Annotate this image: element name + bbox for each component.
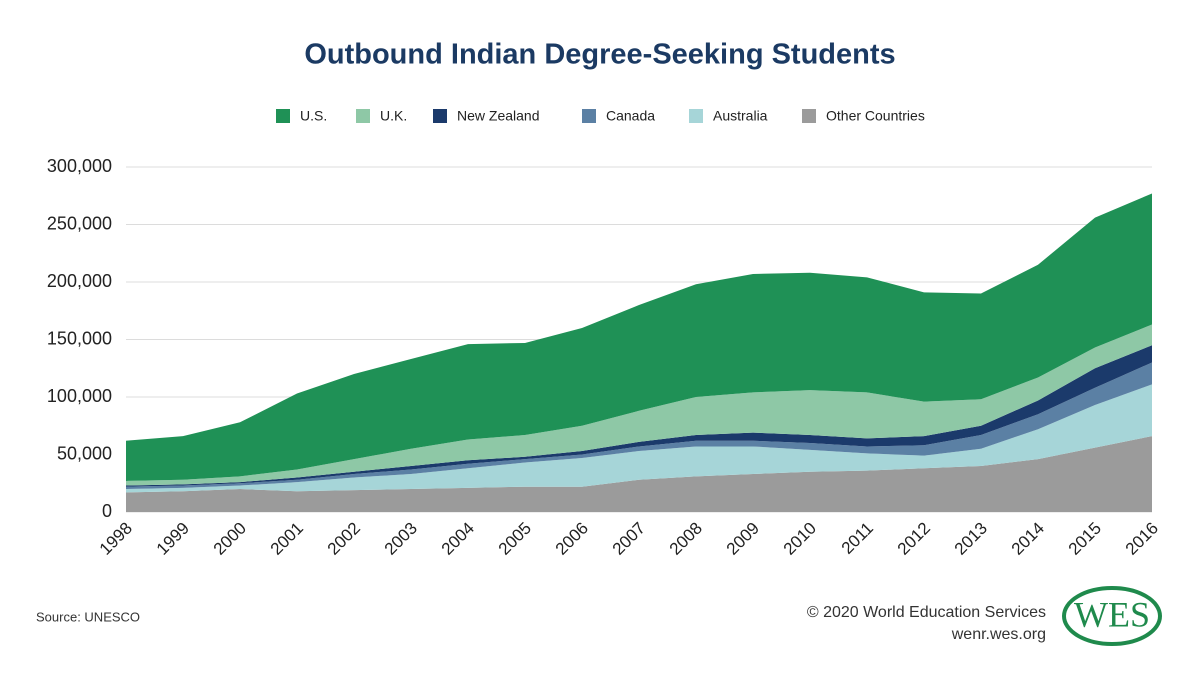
x-tick-label: 2010 <box>780 519 820 559</box>
y-tick-label: 300,000 <box>47 156 112 176</box>
legend-swatch <box>802 109 816 123</box>
legend-label: U.K. <box>380 108 407 124</box>
area <box>126 324 1152 486</box>
area <box>126 436 1152 512</box>
source: Source: UNESCO <box>36 609 140 624</box>
legend-swatch <box>582 109 596 123</box>
x-tick-label: 2006 <box>552 519 592 559</box>
area <box>126 193 1152 481</box>
y-tick-label: 150,000 <box>47 328 112 348</box>
y-tick-label: 100,000 <box>47 386 112 406</box>
legend-label: New Zealand <box>457 108 540 124</box>
x-tick-label: 2015 <box>1065 519 1105 559</box>
area <box>126 384 1152 493</box>
legend-swatch <box>433 109 447 123</box>
x-tick-label: 2012 <box>894 519 934 559</box>
x-tick-label: 2003 <box>381 519 421 559</box>
website: wenr.wes.org <box>951 626 1046 643</box>
x-tick-label: 2002 <box>324 519 364 559</box>
logo: WES <box>1062 586 1162 646</box>
y-tick-label: 200,000 <box>47 271 112 291</box>
x-tick-label: 1999 <box>153 519 193 559</box>
x-tick-label: 2000 <box>210 519 250 559</box>
x-tick-label: 2011 <box>838 519 877 558</box>
legend-label: Australia <box>713 108 768 124</box>
logo-text: WES <box>1074 594 1150 634</box>
x-tick-label: 2016 <box>1122 519 1162 559</box>
y-tick-label: 0 <box>102 501 112 521</box>
x-tick-label: 2007 <box>609 519 649 559</box>
logo-ring <box>1062 586 1162 646</box>
chart-title: Outbound Indian Degree-Seeking Students <box>304 39 895 71</box>
x-tick-label: 2005 <box>495 519 535 559</box>
legend-swatch <box>689 109 703 123</box>
x-tick-label: 2014 <box>1008 519 1048 559</box>
legend-label: U.S. <box>300 108 327 124</box>
copyright: © 2020 World Education Services <box>807 604 1046 621</box>
legend-swatch <box>356 109 370 123</box>
x-tick-label: 2004 <box>438 519 478 559</box>
x-tick-label: 1998 <box>96 519 136 559</box>
y-tick-label: 250,000 <box>47 213 112 233</box>
x-tick-label: 2008 <box>666 519 706 559</box>
x-tick-label: 2009 <box>723 519 763 559</box>
y-tick-label: 50,000 <box>57 443 112 463</box>
x-tick-label: 2001 <box>267 519 307 559</box>
legend-label: Other Countries <box>826 108 925 124</box>
legend-label: Canada <box>606 108 655 124</box>
x-tick-label: 2013 <box>951 519 991 559</box>
legend-swatch <box>276 109 290 123</box>
